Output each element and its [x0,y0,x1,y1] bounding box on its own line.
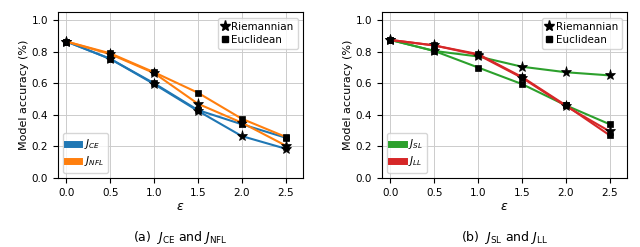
Title: (b)  $J_{\mathrm{SL}}$ and $J_{\mathrm{LL}}$: (b) $J_{\mathrm{SL}}$ and $J_{\mathrm{LL… [461,229,548,246]
Legend: $J_{CE}$, $J_{NFL}$: $J_{CE}$, $J_{NFL}$ [63,133,108,173]
Legend: $J_{SL}$, $J_{LL}$: $J_{SL}$, $J_{LL}$ [387,133,427,173]
Y-axis label: Model accuracy (%): Model accuracy (%) [19,40,29,150]
X-axis label: $\varepsilon$: $\varepsilon$ [500,200,509,213]
X-axis label: $\varepsilon$: $\varepsilon$ [176,200,184,213]
Y-axis label: Model accuracy (%): Model accuracy (%) [342,40,353,150]
Title: (a)  $J_{\mathrm{CE}}$ and $J_{\mathrm{NFL}}$: (a) $J_{\mathrm{CE}}$ and $J_{\mathrm{NF… [133,229,228,246]
